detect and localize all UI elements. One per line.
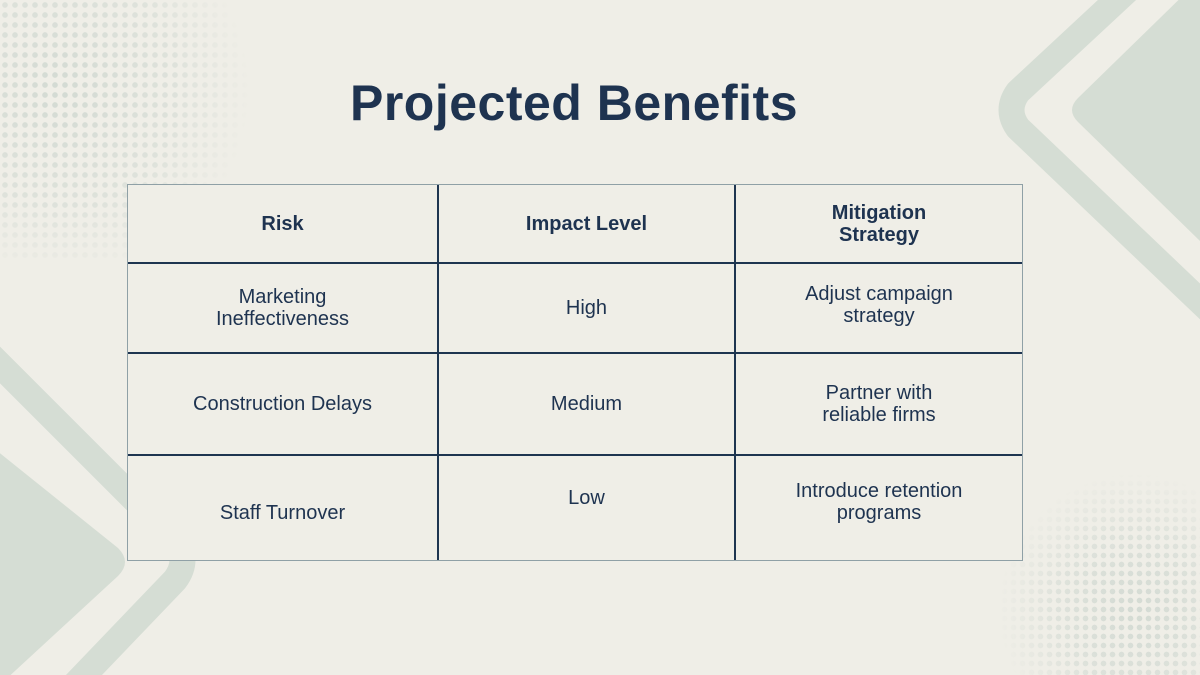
cell-text: Low xyxy=(568,487,605,509)
cell-impact: High xyxy=(437,264,734,352)
cell-text: Introduce retention programs xyxy=(795,480,963,524)
cell-mitigation: Introduce retention programs xyxy=(734,456,1022,560)
header-risk: Risk xyxy=(261,212,304,235)
cell-risk: Construction Delays xyxy=(128,354,437,454)
table-row: Marketing Ineffectiveness High Adjust ca… xyxy=(128,262,1022,352)
slide-title: Projected Benefits xyxy=(349,75,798,131)
cell-mitigation: Adjust campaign strategy xyxy=(734,264,1022,352)
cell-risk: Staff Turnover xyxy=(128,456,437,560)
cell-text: Adjust campaign strategy xyxy=(805,283,953,327)
halftone-dots-bottom-right xyxy=(1000,470,1200,675)
cell-impact: Low xyxy=(437,456,734,560)
risk-table: Risk Impact Level Mitigation Strategy Ma… xyxy=(127,184,1023,561)
cell-text: Construction Delays xyxy=(193,393,372,415)
cell-impact: Medium xyxy=(437,354,734,454)
table-header-row: Risk Impact Level Mitigation Strategy xyxy=(128,185,1022,262)
cell-text: Staff Turnover xyxy=(219,502,346,524)
cell-text: Partner with reliable firms xyxy=(822,382,936,426)
table-row: Construction Delays Medium Partner with … xyxy=(128,352,1022,454)
cell-text: Medium xyxy=(550,393,623,415)
cell-text: Marketing Ineffectiveness xyxy=(215,286,350,330)
cell-text: High xyxy=(565,297,608,319)
table-row: Staff Turnover Low Introduce retention p… xyxy=(128,454,1022,560)
cell-risk: Marketing Ineffectiveness xyxy=(128,264,437,352)
cell-mitigation: Partner with reliable firms xyxy=(734,354,1022,454)
header-impact-level: Impact Level xyxy=(437,185,734,262)
header-mitigation-strategy: Mitigation Strategy xyxy=(734,185,1022,262)
